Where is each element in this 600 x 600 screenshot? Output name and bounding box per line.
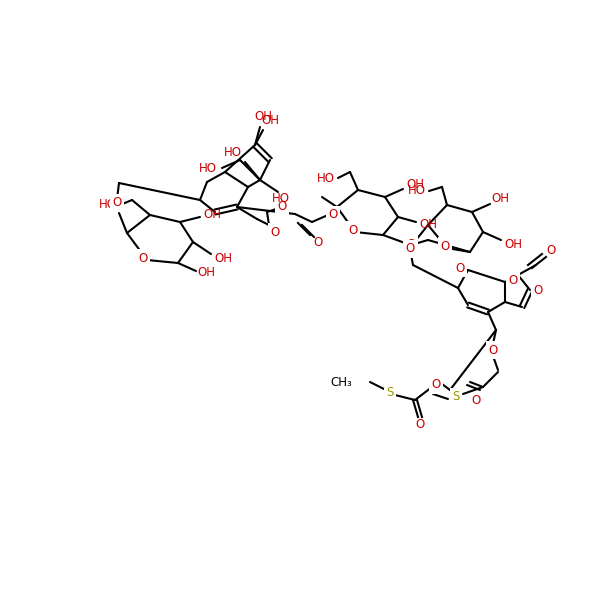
Text: O: O <box>547 245 556 257</box>
Text: O: O <box>488 343 497 356</box>
Text: OH: OH <box>261 115 279 127</box>
Text: HO: HO <box>224 145 242 158</box>
Text: S: S <box>386 385 394 398</box>
Text: HO: HO <box>408 185 426 197</box>
Text: O: O <box>349 223 358 236</box>
Text: S: S <box>452 391 460 403</box>
Text: O: O <box>277 200 287 214</box>
Text: O: O <box>271 226 280 238</box>
Text: HO: HO <box>199 161 217 175</box>
Text: O: O <box>406 238 416 251</box>
Text: O: O <box>139 251 148 265</box>
Text: HO: HO <box>317 172 335 185</box>
Text: O: O <box>313 235 323 248</box>
Text: OH: OH <box>406 179 424 191</box>
Text: OH: OH <box>197 266 215 280</box>
Text: HO: HO <box>272 191 290 205</box>
Text: O: O <box>440 239 449 253</box>
Text: CH₃: CH₃ <box>330 376 352 389</box>
Text: O: O <box>533 283 542 296</box>
Text: O: O <box>406 242 415 256</box>
Text: O: O <box>415 419 425 431</box>
Text: O: O <box>472 394 481 407</box>
Text: O: O <box>431 379 440 391</box>
Text: O: O <box>455 262 464 275</box>
Text: O: O <box>112 196 122 209</box>
Text: O: O <box>328 208 338 221</box>
Text: OH: OH <box>254 110 272 124</box>
Text: OH: OH <box>491 191 509 205</box>
Text: O: O <box>112 196 122 209</box>
Text: OH: OH <box>214 251 232 265</box>
Text: O: O <box>508 274 518 286</box>
Text: OH: OH <box>419 218 437 232</box>
Text: HO: HO <box>99 199 117 211</box>
Text: OH: OH <box>504 238 522 251</box>
Text: OH: OH <box>203 208 221 221</box>
